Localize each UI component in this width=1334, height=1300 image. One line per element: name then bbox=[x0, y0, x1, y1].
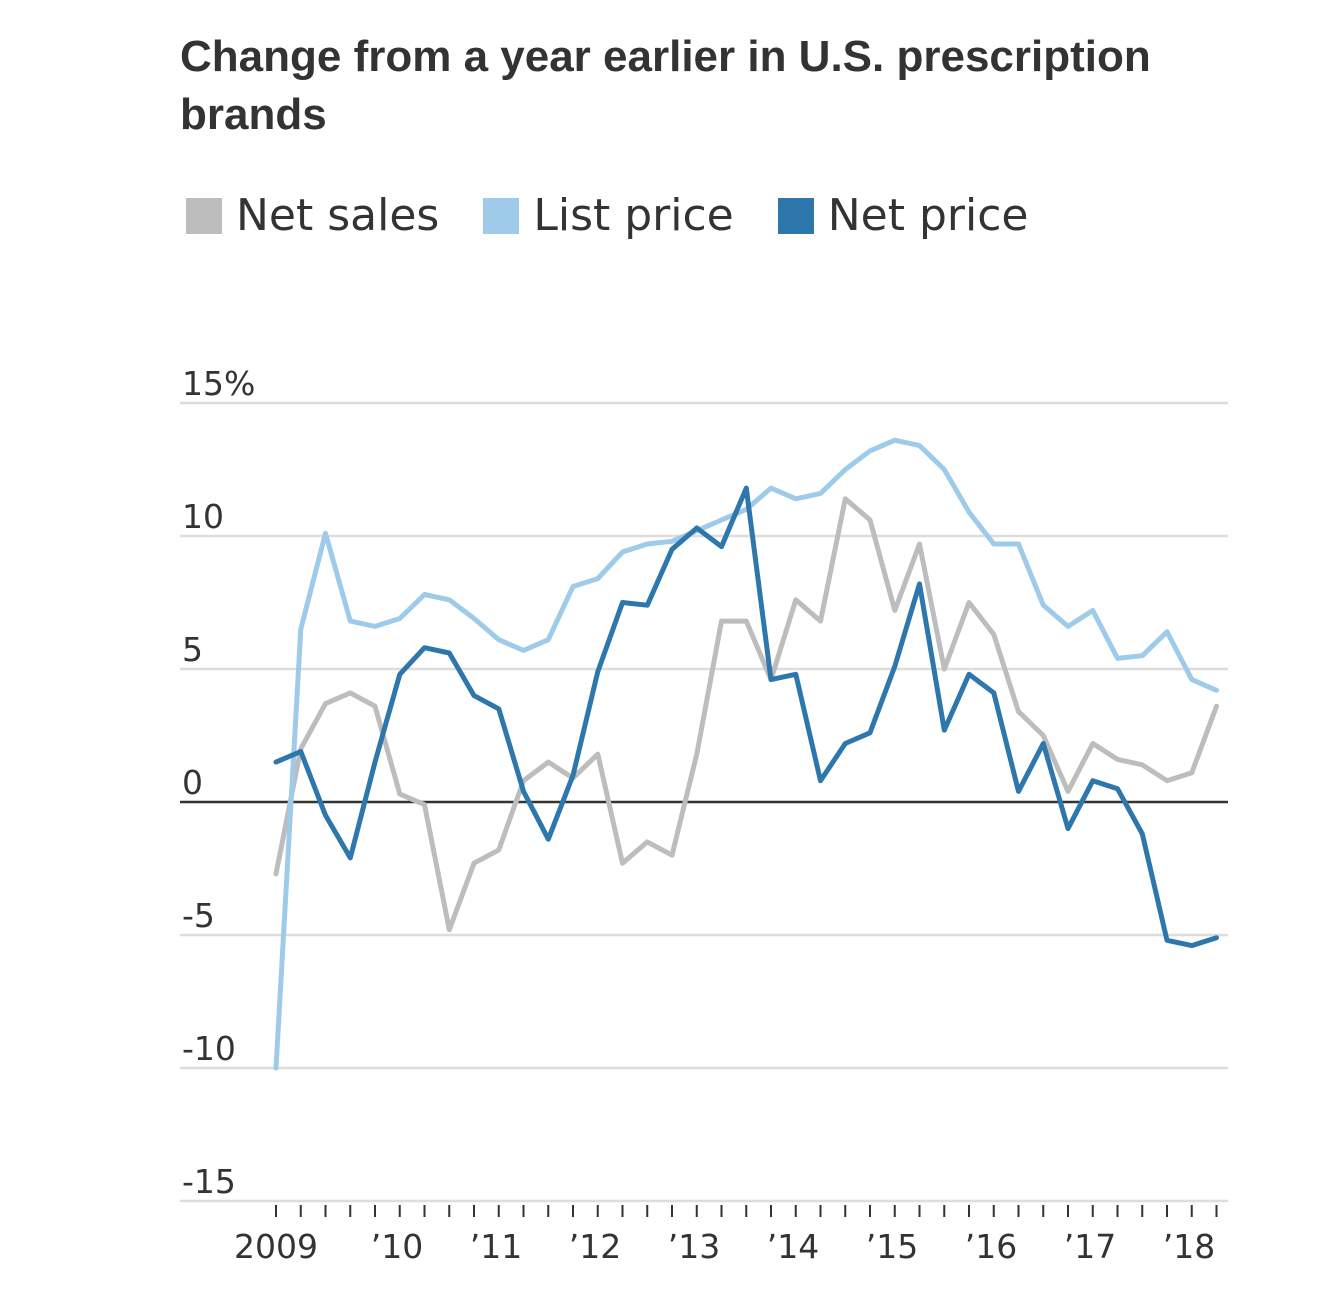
x-tick-label: ’10 bbox=[371, 1227, 423, 1266]
x-tick-label: ’17 bbox=[1064, 1227, 1116, 1266]
x-tick-label: ’12 bbox=[569, 1227, 621, 1266]
x-tick-label: ’13 bbox=[668, 1227, 720, 1266]
y-tick-label: -5 bbox=[182, 896, 215, 935]
legend-label-net-sales: Net sales bbox=[236, 190, 440, 241]
legend-item-net-price: Net price bbox=[777, 190, 1029, 241]
chart-legend: Net sales List price Net price bbox=[186, 190, 1072, 241]
x-tick-label: ’16 bbox=[965, 1227, 1017, 1266]
x-tick-label: ’18 bbox=[1163, 1227, 1215, 1266]
y-tick-label: 0 bbox=[182, 763, 203, 802]
y-tick-label: -10 bbox=[182, 1029, 236, 1068]
legend-label-list-price: List price bbox=[533, 190, 734, 241]
x-tick-label: ’15 bbox=[866, 1227, 918, 1266]
series-line-net-price bbox=[273, 485, 1219, 949]
legend-swatch-list-price bbox=[483, 197, 520, 234]
y-tick-label: 5 bbox=[182, 630, 203, 669]
y-tick-label: -15 bbox=[182, 1162, 236, 1201]
series-line-list-price bbox=[273, 437, 1219, 1071]
series-line-net-sales bbox=[273, 496, 1219, 933]
legend-item-net-sales: Net sales bbox=[186, 190, 439, 241]
x-tick-label: ’14 bbox=[767, 1227, 819, 1266]
x-tick-label: 2009 bbox=[234, 1227, 318, 1266]
y-tick-label: 15% bbox=[182, 364, 255, 403]
legend-item-list-price: List price bbox=[483, 190, 734, 241]
legend-label-net-price: Net price bbox=[827, 190, 1029, 241]
x-tick-label: ’11 bbox=[470, 1227, 522, 1266]
legend-swatch-net-price bbox=[777, 197, 814, 234]
legend-swatch-net-sales bbox=[186, 197, 222, 234]
y-tick-label: 10 bbox=[182, 497, 224, 536]
chart-title: Change from a year earlier in U.S. presc… bbox=[180, 32, 1151, 139]
